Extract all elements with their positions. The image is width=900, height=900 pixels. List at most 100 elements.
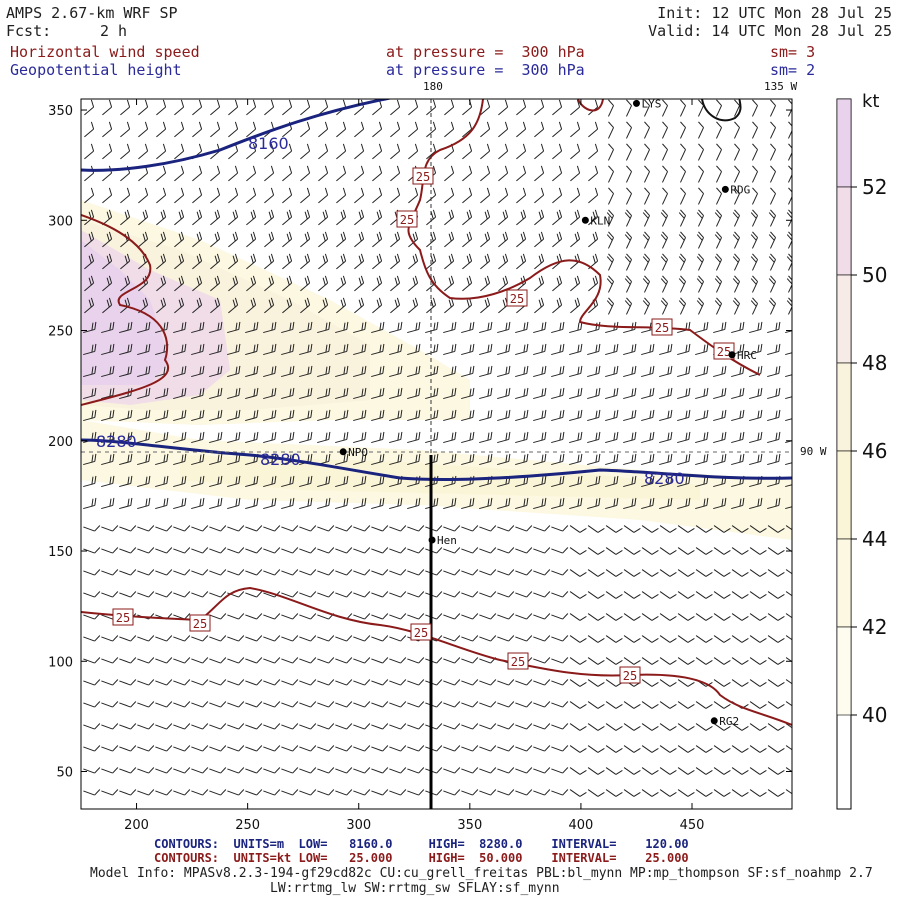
wind-barb <box>246 187 257 204</box>
wind-barb <box>569 525 587 533</box>
y-tick-label: 350 <box>48 104 73 119</box>
wind-barb <box>264 231 275 248</box>
station-label: Hen <box>437 534 457 547</box>
wind-barb <box>155 789 173 796</box>
wind-barb <box>84 143 95 160</box>
wind-barb <box>533 343 547 356</box>
wind-barb <box>155 679 173 686</box>
wind-barb <box>335 431 349 444</box>
speed-label: 25 <box>619 666 641 684</box>
wind-barb <box>101 767 119 774</box>
wind-barb <box>137 497 151 510</box>
wind-barb <box>443 679 461 686</box>
wind-barb <box>479 723 497 730</box>
wind-barb <box>713 525 731 533</box>
meridian-labels: 180 135 W 90 W <box>423 80 827 458</box>
wind-barb <box>770 121 776 139</box>
wind-barb <box>228 187 239 204</box>
wind-barb <box>588 187 599 204</box>
wind-barb <box>534 297 545 314</box>
wind-barb <box>713 745 731 753</box>
wind-barb <box>749 525 767 533</box>
wind-barb <box>479 745 497 752</box>
wind-barb <box>371 789 389 796</box>
wind-barb <box>587 343 601 356</box>
wind-barb <box>716 187 722 205</box>
wind-barb <box>695 613 713 621</box>
wind-barb <box>716 99 722 117</box>
wind-barb <box>173 453 187 466</box>
wind-barb <box>660 275 668 293</box>
wind-barb <box>713 409 727 422</box>
wind-barb <box>119 343 133 356</box>
wind-barb <box>624 231 632 249</box>
wind-barb <box>119 767 137 774</box>
wind-barb <box>749 701 767 709</box>
wind-barb <box>390 231 401 248</box>
wind-barb <box>299 789 317 796</box>
wind-barb <box>626 165 632 183</box>
wind-barb <box>641 745 659 753</box>
wind-barb <box>389 745 407 752</box>
wind-barb <box>101 591 119 598</box>
wind-barb <box>83 365 97 378</box>
wind-barb <box>605 475 619 488</box>
wind-barb <box>587 701 605 709</box>
wind-barb <box>551 547 569 554</box>
wind-barb <box>209 635 227 642</box>
wind-barb <box>192 297 203 314</box>
wind-barb <box>533 657 551 664</box>
wind-barb <box>389 635 407 642</box>
wind-barb <box>101 679 119 686</box>
colorbar-level: 48 <box>862 351 887 375</box>
wind-barb <box>83 343 97 356</box>
wind-barb <box>102 231 113 248</box>
wind-barb <box>155 387 169 400</box>
speed-label: 25 <box>507 652 529 670</box>
wind-barb <box>227 431 241 444</box>
wind-barb <box>569 701 587 709</box>
colorbar-level: 42 <box>862 615 887 639</box>
wind-barb <box>767 409 781 422</box>
wind-barb <box>210 121 221 138</box>
contour-info-line1: CONTOURS: UNITS=m LOW= 8160.0 HIGH= 8280… <box>154 837 689 851</box>
wind-barb <box>281 657 299 664</box>
wind-barb <box>137 365 151 378</box>
wind-barb <box>662 187 668 205</box>
wind-barb <box>443 497 457 510</box>
wind-barb <box>353 475 367 488</box>
wind-barb <box>281 525 299 532</box>
wind-barb <box>713 613 731 621</box>
wind-barb <box>479 569 497 576</box>
wind-barb <box>336 231 347 248</box>
wind-barb <box>173 525 191 532</box>
height-label: 8280 <box>644 469 685 488</box>
wind-barb <box>137 475 151 488</box>
wind-barb <box>515 591 533 598</box>
wind-barb <box>335 569 353 576</box>
wind-barb <box>750 253 758 271</box>
wind-barb <box>641 701 659 709</box>
wind-barb <box>767 525 785 533</box>
wind-barb <box>173 431 187 444</box>
wind-barb <box>767 701 785 709</box>
wind-barb <box>461 431 475 444</box>
station-label: KLN <box>590 214 610 227</box>
wind-barb <box>191 789 209 796</box>
wind-barb <box>443 431 457 444</box>
wind-barb <box>192 99 203 116</box>
station-label: LYS <box>641 97 661 110</box>
wind-barb <box>263 701 281 708</box>
wind-barb <box>156 165 167 182</box>
wind-barb <box>137 387 151 400</box>
colorbar-swatch <box>836 274 852 364</box>
wind-barb <box>498 231 509 248</box>
wind-barb <box>318 253 329 270</box>
wind-barb <box>533 745 551 752</box>
wind-barb <box>606 253 614 271</box>
wind-barb <box>785 504 792 510</box>
wind-barb <box>263 343 277 356</box>
wind-barb <box>678 231 686 249</box>
app-title: AMPS 2.67-km WRF SP <box>6 4 178 22</box>
wind-barb <box>407 789 425 796</box>
